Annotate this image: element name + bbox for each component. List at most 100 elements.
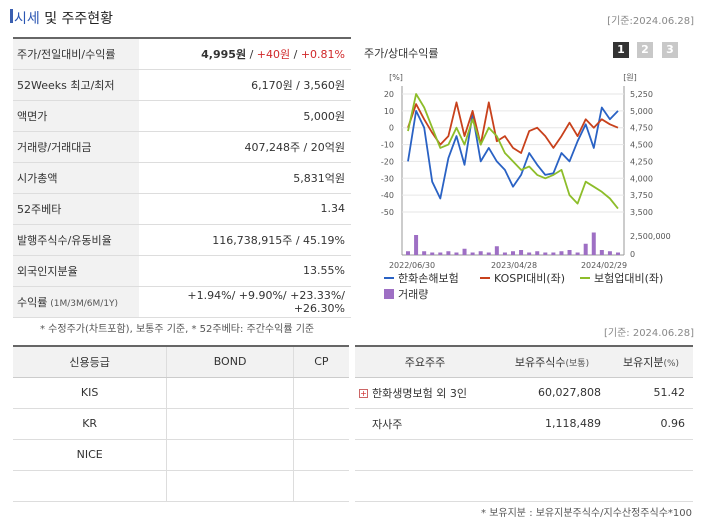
chart-grid: [401, 86, 625, 256]
left-tick-label: -50: [381, 208, 394, 217]
info-row-price: 주가/전일대비/수익률 4,995원 / +40원 / +0.81%: [13, 38, 351, 70]
title-accent: 시세: [14, 11, 40, 27]
chart-page-1-button[interactable]: 1: [613, 42, 629, 58]
info-label: 시가총액: [13, 162, 139, 194]
info-row-beta: 52주베타 1.34: [13, 193, 351, 225]
credit-bond: [166, 439, 294, 471]
legend-swatch: [384, 289, 394, 299]
section-title: 시세 및 주주현황: [14, 8, 113, 28]
right-tick-label: 4,250: [630, 157, 653, 166]
holders-header-ratio: 보유지분(%): [609, 346, 693, 378]
volume-bar: [535, 251, 540, 255]
volume-bar: [486, 252, 491, 255]
shareholders-table: 주요주주 보유주식수(보통) 보유지분(%) + 한화생명보험 외 3인 60,0…: [355, 345, 693, 502]
info-row-market-cap: 시가총액 5,831억원: [13, 162, 351, 194]
x-axis: 2022/06/30 2023/04/28 2024/02/29: [389, 261, 627, 270]
volume-bar: [414, 235, 419, 255]
right-tick-label: 5,000: [630, 107, 653, 116]
volume-bar: [607, 251, 612, 255]
left-tick-label: 0: [389, 124, 394, 133]
volume-bar: [511, 251, 515, 255]
info-row-52weeks: 52Weeks 최고/최저 6,170원 / 3,560원: [13, 69, 351, 101]
info-label: 수익률 (1M/3M/6M/1Y): [13, 286, 139, 318]
info-value: 116,738,915주 / 45.19%: [139, 224, 351, 256]
chart-page-2-button[interactable]: 2: [637, 42, 653, 58]
separator: /: [290, 47, 301, 61]
info-value: +1.94%/ +9.90%/ +23.33%/ +26.30%: [139, 286, 351, 318]
price-chart: [%] 20 10 0 -10 -20 -30 -40 -50 [원] 5,250 5,000 4,7…: [362, 68, 696, 308]
credit-rating-table: 신용등급 BOND CP KIS KR NICE: [13, 345, 349, 502]
holders-header-name: 주요주주: [355, 346, 495, 378]
legend-label: 한화손해보험: [398, 271, 459, 285]
holder-ratio: [609, 470, 693, 502]
info-label: 52Weeks 최고/최저: [13, 69, 139, 101]
left-tick-label: -10: [381, 141, 394, 150]
credit-cp: [293, 408, 349, 440]
credit-cp: [293, 439, 349, 471]
left-tick-label: -40: [381, 191, 394, 200]
holder-shares: [495, 439, 609, 471]
holders-header-shares: 보유주식수(보통): [495, 346, 609, 378]
right-axis: [원] 5,250 5,000 4,750 4,500 4,250 4,000 3,750 3,…: [623, 73, 671, 259]
volume-bar: [406, 251, 410, 255]
expand-plus-icon[interactable]: +: [359, 389, 368, 398]
credit-cp: [293, 377, 349, 409]
change-value: +40원: [256, 47, 291, 61]
holder-ratio: 0.96: [609, 408, 693, 440]
volume-tick-label: 0: [630, 250, 635, 259]
info-row-par-value: 액면가 5,000원: [13, 100, 351, 132]
info-label: 거래량/거래대금: [13, 131, 139, 163]
ratio-header-text: 보유지분: [622, 355, 664, 369]
credit-bond: [166, 408, 294, 440]
volume-bar: [454, 252, 459, 255]
table-row: KIS: [13, 377, 349, 409]
right-tick-label: 5,250: [630, 90, 653, 99]
basis-date-mid: [기준: 2024.06.28]: [603, 328, 694, 339]
info-label: 발행주식수/유동비율: [13, 224, 139, 256]
volume-bar: [502, 252, 507, 255]
volume-bar: [543, 252, 548, 255]
info-value: 1.34: [139, 193, 351, 225]
ratio-header-sub: (%): [663, 358, 680, 369]
info-value: 5,000원: [139, 100, 351, 132]
volume-bar: [567, 250, 572, 255]
holder-name: 자사주: [355, 408, 495, 440]
volume-bar: [559, 251, 564, 255]
holder-ratio: [609, 439, 693, 471]
chart-title: 주가/상대수익률: [364, 47, 439, 60]
info-footnote: * 수정주가(차트포함), 보통주 기준, * 52주베타: 주간수익률 기준: [40, 324, 315, 335]
holder-shares: 1,118,489: [495, 408, 609, 440]
holder-ratio: 51.42: [609, 377, 693, 409]
info-value: 407,248주 / 20억원: [139, 131, 351, 163]
volume-bar: [470, 252, 475, 255]
title-marker: [10, 9, 13, 23]
right-tick-label: 3,500: [630, 208, 653, 217]
holder-shares: [495, 470, 609, 502]
legend-label: 거래량: [398, 288, 428, 301]
holder-name-link[interactable]: 한화생명보험 외 3인: [372, 386, 467, 400]
holders-header-row: 주요주주 보유주식수(보통) 보유지분(%): [355, 346, 693, 378]
volume-bar: [551, 252, 556, 255]
table-row: NICE: [13, 439, 349, 471]
info-row-returns: 수익률 (1M/3M/6M/1Y) +1.94%/ +9.90%/ +23.33…: [13, 286, 351, 318]
volume-bar: [519, 250, 524, 255]
right-tick-label: 4,000: [630, 174, 653, 183]
x-tick-label: 2024/02/29: [581, 261, 627, 270]
credit-header-cp: CP: [293, 346, 349, 378]
x-tick-label: 2023/04/28: [491, 261, 537, 270]
series-line: [407, 101, 619, 154]
left-tick-label: 10: [384, 107, 394, 116]
credit-header-agency: 신용등급: [13, 346, 168, 378]
holder-name: [355, 470, 495, 502]
chart-page-3-button[interactable]: 3: [662, 42, 678, 58]
info-value: 6,170원 / 3,560원: [139, 69, 351, 101]
volume-bar: [422, 251, 427, 255]
volume-bar: [616, 252, 620, 255]
info-label: 외국인지분율: [13, 255, 139, 287]
credit-header-row: 신용등급 BOND CP: [13, 346, 349, 378]
legend-label: 보험업대비(좌): [594, 272, 663, 285]
credit-agency: NICE: [13, 439, 168, 471]
left-tick-label: -30: [381, 174, 394, 183]
basis-date-top: [기준:2024.06.28]: [607, 16, 694, 27]
table-row: 자사주 1,118,489 0.96: [355, 408, 693, 440]
